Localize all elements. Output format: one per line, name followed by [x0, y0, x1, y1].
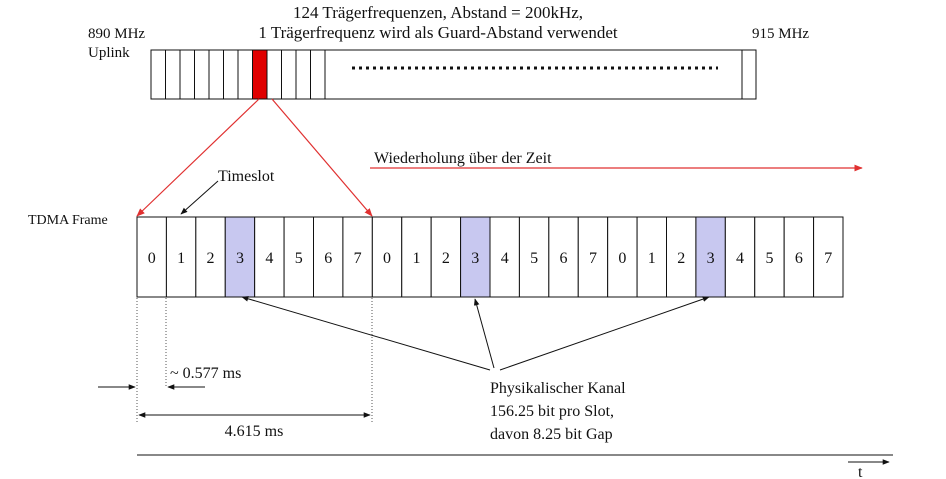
uplink-label: Uplink: [88, 45, 130, 61]
timeslot-number: 4: [265, 250, 273, 267]
timeslot: [666, 216, 697, 298]
timeslot-number: 3: [471, 250, 479, 267]
physical-channel-line2: 156.25 bit pro Slot,: [490, 403, 614, 420]
physical-channel-arrow-1: [241, 296, 491, 371]
physical-channel-arrow-2: [473, 298, 495, 369]
timeslot-number: 1: [412, 250, 420, 267]
timeslot: [636, 216, 667, 298]
timeslot-number: 2: [207, 250, 215, 267]
timeslot-number: 2: [442, 250, 450, 267]
carrier-cell: [194, 49, 210, 100]
carrier-cell: [179, 49, 195, 100]
tdma-frames: 0 1 2 3 4 5 6 7 0 1 2 3 4 5 6 7 0 1 2 3 4 5 6 7: [136, 216, 844, 298]
timeslot-number: 3: [707, 250, 715, 267]
carrier-cell-highlighted: [252, 49, 268, 100]
timeslot: [489, 216, 520, 298]
carrier-cell: [310, 49, 326, 100]
timeslot-label: Timeslot: [218, 168, 275, 185]
timeslot: [548, 216, 579, 298]
carrier-cell: [150, 49, 166, 100]
timeslot-number: 6: [324, 250, 332, 267]
timeslot: [371, 216, 403, 298]
timeslot: [342, 216, 373, 298]
carrier-cell: [295, 49, 311, 100]
timeslot-number: 7: [589, 250, 597, 267]
frequency-band: [150, 49, 757, 100]
timeslot-number: 1: [177, 250, 185, 267]
timeslot: [754, 216, 785, 298]
timeslot-number: 5: [530, 250, 538, 267]
timeslot-number: 4: [736, 250, 744, 267]
timeslot-number: 2: [677, 250, 685, 267]
timeslot: [783, 216, 815, 298]
timeslot: [813, 216, 844, 298]
header-title-line2: 1 Trägerfrequenz wird als Guard-Abstand …: [258, 23, 618, 42]
timeslot-number: 0: [383, 250, 391, 267]
timeslot-physical-channel: [224, 216, 256, 298]
carrier-cell: [237, 49, 253, 100]
timeslot-number: 1: [648, 250, 656, 267]
timeslot-physical-channel: [695, 216, 726, 298]
physical-channel-line1: Physikalischer Kanal: [490, 380, 626, 397]
carrier-cell: [266, 49, 282, 100]
timeslot: [577, 216, 609, 298]
carrier-cell: [208, 49, 224, 100]
carrier-cell: [165, 49, 181, 100]
freq-high-label: 915 MHz: [752, 26, 809, 42]
physical-channel-arrow-3: [499, 296, 710, 371]
timeslot-number: 7: [824, 250, 832, 267]
timeslot: [283, 216, 315, 298]
timeslot: [607, 216, 638, 298]
timeslot-number: 6: [795, 250, 803, 267]
carrier-cell: [223, 49, 239, 100]
frame-duration-label: 4.615 ms: [225, 423, 284, 440]
timeslot-number: 0: [148, 250, 156, 267]
timeslot-number: 5: [765, 250, 773, 267]
band-outline: [150, 49, 757, 100]
carrier-projection-left: [136, 98, 260, 217]
carrier-cell: [281, 49, 297, 100]
physical-channel-line3: davon 8.25 bit Gap: [490, 426, 613, 443]
timeslot-number: 3: [236, 250, 244, 267]
timeslot: [136, 216, 167, 298]
timeslot-physical-channel: [460, 216, 491, 298]
timeslot-arrow: [180, 180, 219, 215]
timeslot: [430, 216, 462, 298]
tdma-frame-label: TDMA Frame: [28, 213, 108, 228]
timeslot-number: 0: [618, 250, 626, 267]
timeslot-number: 7: [354, 250, 362, 267]
carrier-projection-right: [271, 98, 373, 217]
timeslot-number: 5: [295, 250, 303, 267]
freq-low-label: 890 MHz: [88, 26, 145, 42]
repeat-label: Wiederholung über der Zeit: [374, 150, 552, 167]
header-title-line1: 124 Trägerfrequenzen, Abstand = 200kHz,: [293, 3, 583, 22]
timeslot: [313, 216, 344, 298]
timeslot-number: 4: [501, 250, 509, 267]
slot-duration-label: ~ 0.577 ms: [170, 365, 241, 382]
timeslot: [254, 216, 285, 298]
timeslot: [195, 216, 226, 298]
time-axis-label: t: [858, 464, 863, 479]
timeslot-number: 6: [560, 250, 568, 267]
